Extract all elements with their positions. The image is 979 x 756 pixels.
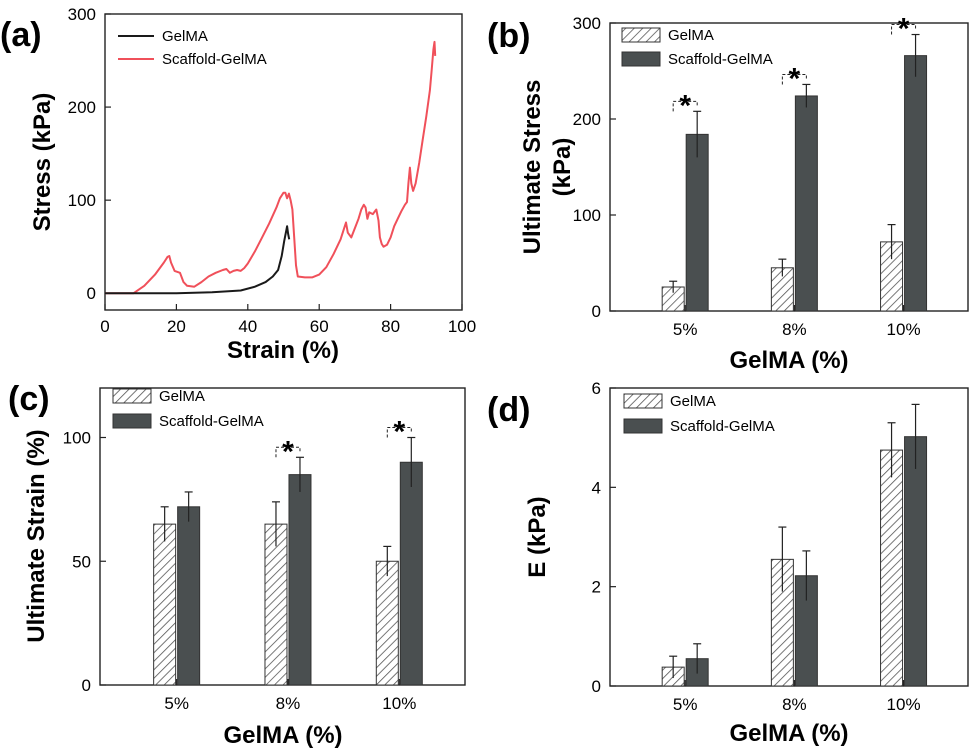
panel-b-bar-scaffold-gelma bbox=[794, 95, 818, 312]
panel-d-x-axis-title: GelMA (%) bbox=[729, 720, 848, 747]
panel-c-significance-star: * bbox=[393, 416, 405, 449]
panel-d-legend-label: GelMA bbox=[670, 393, 716, 410]
panel-d-x-tick-label: 5% bbox=[673, 695, 698, 714]
panel-d-x-tick-label: 8% bbox=[782, 695, 807, 714]
panel-c-bar-gelma bbox=[375, 560, 399, 686]
panel-b-bar-scaffold-gelma bbox=[685, 133, 709, 312]
panel-b-legend-label: GelMA bbox=[668, 27, 714, 44]
panel-c-legend-label: Scaffold-GelMA bbox=[159, 413, 264, 430]
panel-a-x-tick-label: 100 bbox=[448, 317, 476, 336]
panel-a-x-tick-label: 60 bbox=[310, 317, 329, 336]
panel-b-x-axis-title: GelMA (%) bbox=[729, 347, 848, 374]
panel-a-y-tick-label: 0 bbox=[87, 284, 96, 303]
panel-a-x-tick-label: 20 bbox=[167, 317, 186, 336]
panel-b-significance-star: * bbox=[898, 13, 910, 46]
panel-a-x-tick-label: 80 bbox=[381, 317, 400, 336]
panel-c-label: (c) bbox=[8, 380, 50, 418]
panel-b-y-tick-label: 200 bbox=[573, 110, 601, 129]
panel-d-y-tick-label: 4 bbox=[592, 478, 601, 497]
panel-c-significance-bracket bbox=[275, 446, 301, 458]
panel-d-y-tick-label: 6 bbox=[592, 379, 601, 398]
panel-d-modulus-chart: 0 2 4 6 5% 8% 10% GelMA Scaffold-GelMA (d) GelMA (… bbox=[487, 379, 969, 747]
panel-a-series-line-gelma bbox=[105, 225, 291, 295]
panel-a-label: (a) bbox=[0, 16, 42, 54]
panel-a-x-axis-title: Strain (%) bbox=[227, 337, 339, 364]
panel-d-legend-swatch bbox=[623, 393, 663, 409]
panel-c-y-tick-label: 100 bbox=[63, 429, 91, 448]
panel-a-stress-strain-chart: 0 20 40 60 80 100 0 100 200 300 GelMA Scaffold-GelM… bbox=[0, 5, 476, 364]
panel-c-ultimate-strain-chart: 0 50 100 5% 8% 10% * * GelMA Scaffold-GelMA (c) Gel… bbox=[8, 380, 466, 749]
panel-a-x-tick-label: 0 bbox=[100, 317, 109, 336]
panel-b-x-tick-label: 5% bbox=[673, 320, 698, 339]
panel-d-y-tick-label: 0 bbox=[592, 677, 601, 696]
panel-c-bar-scaffold-gelma bbox=[399, 461, 423, 686]
panel-b-legend-swatch bbox=[621, 51, 661, 67]
panel-d-label: (d) bbox=[487, 391, 530, 429]
panel-b-significance-bracket bbox=[672, 100, 698, 112]
panel-b-y-tick-label: 300 bbox=[573, 14, 601, 33]
panel-a-y-tick-label: 200 bbox=[68, 98, 96, 117]
panel-c-significance-star: * bbox=[282, 435, 294, 468]
panel-a-x-tick-label: 40 bbox=[238, 317, 257, 336]
panel-c-bar-scaffold-gelma bbox=[177, 506, 201, 686]
panel-a-plot-frame bbox=[104, 13, 463, 311]
panel-a-y-axis-title: Stress (kPa) bbox=[29, 93, 56, 232]
panel-b-bar-scaffold-gelma bbox=[904, 55, 928, 312]
panel-b-ultimate-stress-chart: 0 100 200 300 5% 8% 10% * * * GelMA Scaffold-GelMA (… bbox=[487, 13, 969, 374]
panel-c-bar-scaffold-gelma bbox=[288, 474, 312, 686]
panel-b-y-axis-title: Ultimate Stress (kPa) bbox=[519, 80, 576, 255]
panel-c-y-axis-title: Ultimate Strain (%) bbox=[23, 429, 50, 642]
panel-d-legend-swatch bbox=[623, 418, 663, 434]
panel-c-bar-gelma bbox=[153, 523, 177, 686]
panel-b-legend-swatch bbox=[621, 27, 661, 43]
panel-c-bar-gelma bbox=[264, 523, 288, 686]
panel-a-legend-label: GelMA bbox=[162, 28, 208, 45]
panel-c-legend-swatch bbox=[112, 388, 152, 404]
panel-b-x-tick-label: 8% bbox=[782, 320, 807, 339]
panel-b-significance-star: * bbox=[679, 89, 691, 122]
panel-a-series-line-scaffold-gelma bbox=[105, 40, 437, 295]
panel-c-legend-swatch bbox=[112, 413, 152, 429]
panel-d-bar-gelma bbox=[880, 449, 904, 687]
panel-c-x-tick-label: 5% bbox=[164, 694, 189, 713]
panel-a-legend-label: Scaffold-GelMA bbox=[162, 51, 267, 68]
panel-c-significance-bracket bbox=[386, 427, 412, 438]
panel-a-y-tick-label: 100 bbox=[68, 191, 96, 210]
panel-b-significance-bracket bbox=[781, 73, 807, 85]
panel-b-y-tick-label: 100 bbox=[573, 206, 601, 225]
panel-c-x-axis-title: GelMA (%) bbox=[223, 722, 342, 749]
panel-d-x-tick-label: 10% bbox=[887, 695, 921, 714]
panel-d-bar-scaffold-gelma bbox=[904, 436, 928, 687]
panel-c-x-tick-label: 10% bbox=[382, 694, 416, 713]
panel-b-label: (b) bbox=[487, 17, 530, 55]
panel-b-legend-label: Scaffold-GelMA bbox=[668, 51, 773, 68]
panel-b-significance-star: * bbox=[789, 62, 801, 95]
panel-c-y-tick-label: 0 bbox=[82, 676, 91, 695]
panel-d-y-tick-label: 2 bbox=[592, 578, 601, 597]
panel-b-y-tick-label: 0 bbox=[592, 302, 601, 321]
panel-c-legend-label: GelMA bbox=[159, 388, 205, 405]
panel-d-y-axis-title: E (kPa) bbox=[524, 496, 551, 577]
panel-b-significance-bracket bbox=[891, 24, 917, 35]
panel-d-legend-label: Scaffold-GelMA bbox=[670, 418, 775, 435]
panel-c-x-tick-label: 8% bbox=[276, 694, 301, 713]
panel-c-y-tick-label: 50 bbox=[72, 552, 91, 571]
panel-b-x-tick-label: 10% bbox=[887, 320, 921, 339]
panel-a-y-tick-label: 300 bbox=[68, 5, 96, 24]
